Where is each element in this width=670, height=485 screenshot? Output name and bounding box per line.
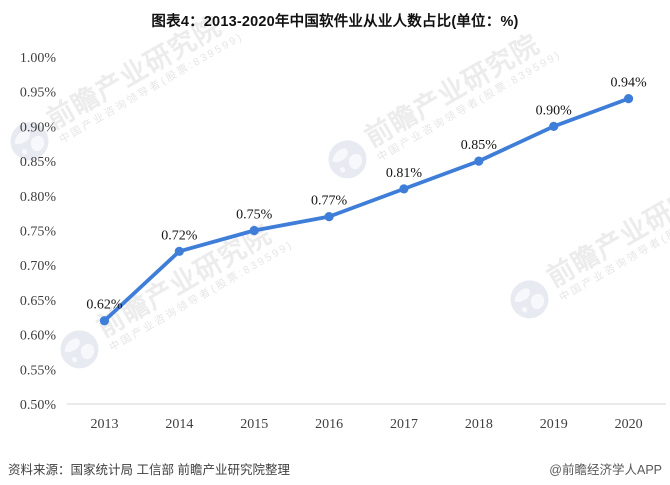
y-tick-label: 0.70% — [20, 259, 57, 274]
y-tick-label: 0.90% — [20, 120, 57, 135]
data-point — [474, 156, 484, 166]
data-point — [623, 94, 634, 104]
x-tick-label: 2015 — [240, 417, 268, 432]
y-tick-label: 0.75% — [20, 225, 57, 240]
data-point — [549, 121, 559, 131]
data-point — [324, 212, 334, 222]
x-tick-label: 2018 — [465, 417, 493, 432]
data-point-label: 0.77% — [311, 194, 348, 209]
data-point-label: 0.72% — [161, 228, 198, 243]
data-point — [399, 184, 409, 194]
line-chart: 1.00% 0.95% 0.90% 0.85% 0.80% 0.75% 0.70% 0.65%… — [20, 51, 666, 432]
data-point-label: 0.62% — [86, 298, 123, 313]
y-tick-label: 1.00% — [20, 51, 57, 66]
y-tick-label: 0.85% — [20, 155, 57, 170]
chart-footer: 资料来源：国家统计局 工信部 前瞻产业研究院整理 @前瞻经济学人APP — [0, 459, 670, 477]
x-tick-label: 2014 — [165, 417, 193, 432]
chart-title: 图表4：2013-2020年中国软件业从业人数占比(单位：%) — [151, 14, 519, 30]
x-tick-label: 2016 — [315, 417, 343, 432]
data-point — [174, 246, 184, 256]
data-point-label: 0.75% — [236, 208, 273, 223]
series-line — [102, 96, 631, 323]
y-tick-label: 0.55% — [20, 363, 57, 378]
y-tick-label: 0.50% — [20, 398, 57, 413]
data-point-label: 0.90% — [536, 103, 573, 118]
x-tick-label: 2020 — [615, 417, 643, 432]
x-tick-label: 2019 — [540, 417, 568, 432]
y-tick-label: 0.60% — [20, 329, 57, 344]
data-point-label: 0.85% — [461, 138, 498, 153]
data-point-label: 0.81% — [386, 166, 423, 181]
source-note: 资料来源：国家统计局 工信部 前瞻产业研究院整理 — [8, 463, 290, 477]
x-tick-label: 2013 — [90, 417, 118, 432]
data-point — [99, 316, 110, 326]
y-tick-label: 0.65% — [20, 294, 57, 309]
y-tick-label: 0.95% — [20, 86, 57, 101]
credit-note: @前瞻经济学人APP — [549, 463, 662, 477]
data-point-label: 0.94% — [610, 76, 647, 91]
data-point — [249, 225, 259, 236]
y-tick-label: 0.80% — [20, 190, 57, 205]
x-tick-label: 2017 — [390, 417, 418, 432]
